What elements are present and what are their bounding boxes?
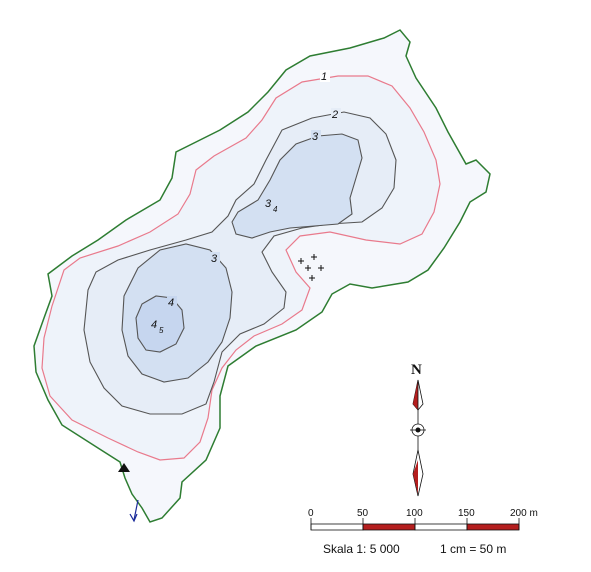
scale-tick-150: 150 [458, 508, 475, 519]
scale-tick-0: 0 [308, 508, 314, 519]
contour-label-3-south: 3 [210, 252, 220, 265]
contour-label-3-north: 3 [311, 130, 321, 143]
contour-label-3-south-text: 3 [211, 253, 218, 265]
max-depth-north-main: 3 [265, 198, 272, 210]
scale-tick-50: 50 [357, 508, 369, 519]
north-arrow-icon: N [410, 362, 426, 497]
max-depth-north-sub: 4 [273, 205, 278, 214]
scale-bar: 0 50 100 150 200 m Skala 1: 5 000 1 cm =… [308, 508, 538, 556]
contour-label-1: 1 [320, 70, 330, 83]
contour-label-2-text: 2 [331, 109, 338, 121]
contour-label-1-text: 1 [321, 71, 327, 83]
max-depth-south: 4 5 [151, 319, 164, 335]
max-depth-south-sub: 5 [159, 326, 164, 335]
scale-ratio: Skala 1: 5 000 [323, 542, 400, 556]
north-label: N [411, 362, 422, 378]
scale-equivalence: 1 cm = 50 m [440, 542, 506, 556]
contour-label-2: 2 [331, 108, 341, 121]
contour-3-north [231, 133, 363, 239]
max-depth-north: 3 4 [265, 198, 278, 214]
scale-tick-200: 200 m [510, 508, 538, 519]
contour-4 [135, 295, 185, 353]
contour-label-4: 4 [167, 296, 177, 309]
scale-tick-100: 100 [406, 508, 423, 519]
vegetation-markers [298, 254, 324, 281]
contour-label-4-text: 4 [168, 297, 174, 309]
survey-point-icon [118, 463, 130, 472]
inflow-arrow-icon [129, 499, 139, 523]
max-depth-south-main: 4 [151, 319, 157, 331]
contour-label-3-north-text: 3 [312, 131, 319, 143]
